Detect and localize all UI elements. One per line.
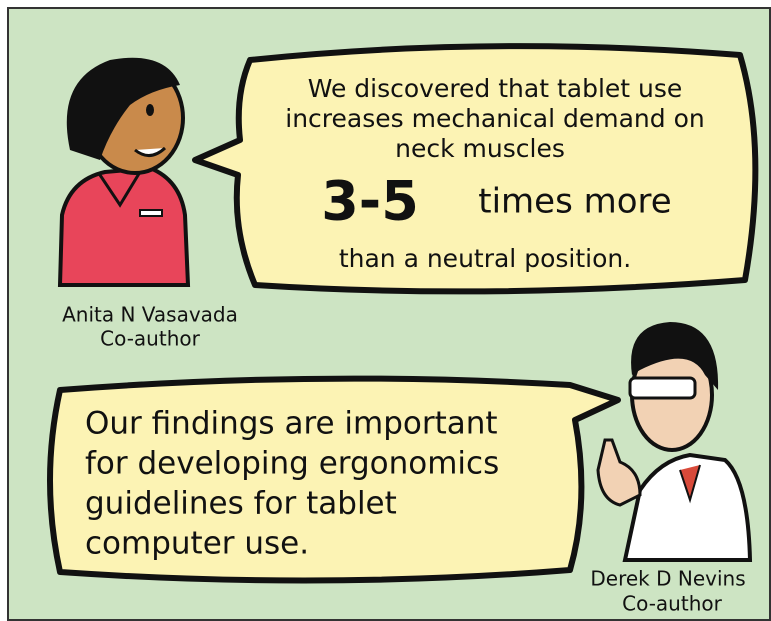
bubble-text: computer use. [85,526,309,562]
bubble-text: Our findings are important [85,406,498,442]
bubble-text: neck muscles [395,134,565,163]
author-role: Co-author [100,327,200,351]
page: {"bubble_1": {"lines": ["We discovered t… [0,0,771,621]
bubble-text: guidelines for tablet [85,486,397,522]
author-name: Derek D Nevins [590,567,745,591]
bubble-emphasis: 3-5 [321,170,419,233]
bubble-text: times more [478,182,671,222]
author-role: Co-author [622,592,722,616]
bubble-text: for developing ergonomics [85,446,499,482]
bubble-text: We discovered that tablet use [308,74,683,103]
bubble-text: increases mechanical demand on [285,104,704,133]
comic-panel: We discovered that tablet use increases … [0,0,771,621]
author-name: Anita N Vasavada [62,303,238,327]
bubble-text: than a neutral position. [339,244,631,273]
